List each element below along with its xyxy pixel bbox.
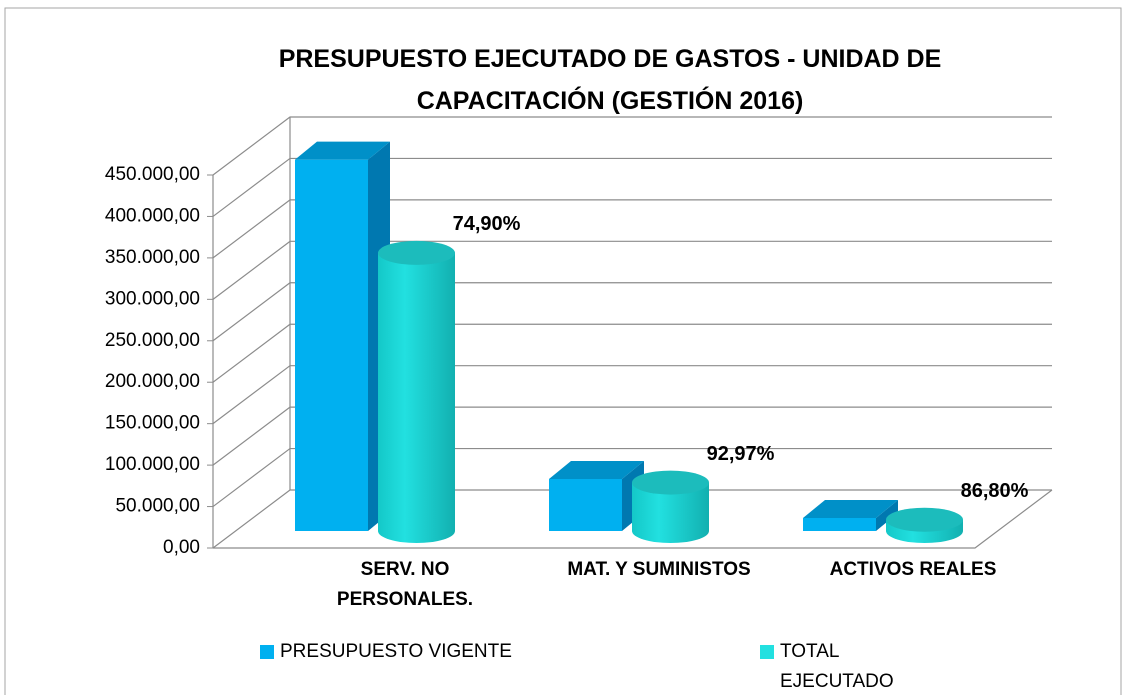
cylinder-top <box>632 470 709 495</box>
legend-swatch <box>260 645 274 659</box>
y-tick-label: 100.000,00 <box>105 454 200 475</box>
y-tick-label: 150.000,00 <box>105 413 200 434</box>
chart-border <box>4 7 1122 695</box>
y-tick-label: 0,00 <box>163 537 200 558</box>
legend-label: TOTAL EJECUTADO <box>780 641 894 692</box>
bar <box>295 141 390 531</box>
y-tick-label: 250.000,00 <box>105 330 200 351</box>
x-tick-label: SERV. NO PERSONALES. <box>336 559 474 610</box>
x-tick-label: ACTIVOS REALES <box>829 559 997 580</box>
floor <box>213 489 1053 549</box>
cylinder-body <box>378 252 455 531</box>
data-label: 92,97% <box>707 443 775 465</box>
y-tick-label: 450.000,00 <box>105 164 200 185</box>
cylinder <box>632 470 709 543</box>
cylinder <box>886 507 963 543</box>
bar-front <box>295 159 368 531</box>
x-tick-label: MAT. Y SUMINISTOS <box>567 559 751 580</box>
bar <box>803 499 898 531</box>
bar-top <box>295 141 390 160</box>
bar-top <box>803 499 898 518</box>
y-tick-label: 50.000,00 <box>115 496 200 517</box>
data-label: 74,90% <box>453 213 521 235</box>
y-tick-label: 300.000,00 <box>105 288 200 309</box>
y-tick-label: 200.000,00 <box>105 371 200 392</box>
legend-swatch <box>760 645 774 659</box>
bar-top <box>549 460 644 479</box>
cylinder <box>378 240 455 543</box>
y-tick-label: 400.000,00 <box>105 205 200 226</box>
bar-front <box>803 517 876 531</box>
y-tick-label: 350.000,00 <box>105 247 200 268</box>
chart-title: PRESUPUESTO EJECUTADO DE GASTOS - UNIDAD… <box>278 45 942 115</box>
data-label: 86,80% <box>961 480 1029 502</box>
cylinder-top <box>378 240 455 265</box>
legend-label: PRESUPUESTO VIGENTE <box>280 641 512 662</box>
bar-front <box>549 478 622 531</box>
bar <box>549 460 644 531</box>
cylinder-top <box>886 507 963 532</box>
bar-side <box>876 499 898 531</box>
